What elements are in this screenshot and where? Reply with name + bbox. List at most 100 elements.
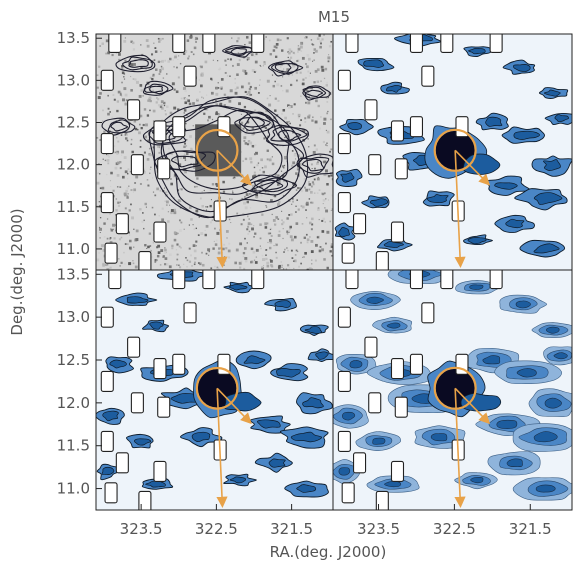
speck [142,212,144,214]
speck [271,156,273,158]
speck [229,198,231,200]
speck [283,124,286,128]
speck [251,144,255,148]
speck [146,247,148,249]
speck [330,254,333,257]
speck [170,211,173,215]
speck [265,206,268,208]
speck [188,102,192,106]
speck [330,245,333,249]
speck [110,229,114,232]
speck [192,224,194,226]
speck [232,177,235,179]
speck [113,98,116,101]
speck [294,211,297,213]
speck [282,145,284,148]
speck [157,60,161,63]
speck [161,207,164,210]
speck [175,249,178,251]
speck [219,102,223,106]
speck [287,264,290,267]
speck [99,92,102,95]
speck [126,187,129,190]
contour-level-3 [535,484,556,493]
speck [197,262,200,264]
speck [296,250,299,253]
speck [102,109,104,112]
speck [148,96,152,100]
speck [123,251,125,254]
speck [121,71,125,75]
masked-region [345,34,359,53]
speck [186,39,190,42]
speck [247,140,251,143]
speck [243,105,247,109]
speck [135,238,139,242]
speck [277,218,280,220]
speck [152,237,154,239]
speck [184,159,187,161]
speck [173,88,176,91]
speck [119,91,122,94]
speck [234,82,236,84]
speck [117,257,120,260]
speck [174,55,177,59]
speck [295,71,299,74]
speck [233,178,236,180]
speck [179,188,181,190]
speck [220,86,223,90]
speck [287,249,289,252]
masked-region [440,270,454,290]
speck [200,232,204,235]
speck [244,142,248,145]
speck [287,56,289,59]
speck [249,207,252,209]
speck [182,184,184,186]
contour-level-2 [363,59,385,68]
speck [310,240,314,243]
contour-level-2 [229,476,246,484]
masked-region [337,370,351,392]
masked-region [337,192,351,214]
speck [254,188,257,192]
speck [246,129,249,132]
speck [276,244,278,246]
speck [282,165,285,168]
masked-region [115,452,129,474]
speck [305,188,309,192]
speck [266,187,268,189]
contour-level-2 [505,218,525,229]
masked-region [390,120,405,142]
speck [178,163,182,167]
speck [137,128,139,131]
speck [244,43,246,46]
speck [230,222,232,224]
speck [172,59,174,61]
speck [292,200,294,203]
speck [288,58,291,62]
masked-region [375,490,389,510]
speck [179,156,183,160]
speck [148,232,151,235]
speck [323,34,325,36]
speck [325,242,327,245]
speck [250,247,254,251]
speck [277,200,281,204]
speck [121,95,123,97]
speck [144,202,147,206]
speck [326,142,328,144]
speck [313,192,316,194]
speck [140,89,144,92]
speck [177,253,179,256]
speck [159,68,162,72]
speck [224,59,227,62]
speck [254,232,257,235]
speck [330,118,332,121]
speck [293,259,297,263]
speck [151,77,154,81]
speck [183,109,187,112]
speck [187,99,191,103]
speck [167,60,171,63]
speck [268,158,272,162]
speck [205,209,207,211]
